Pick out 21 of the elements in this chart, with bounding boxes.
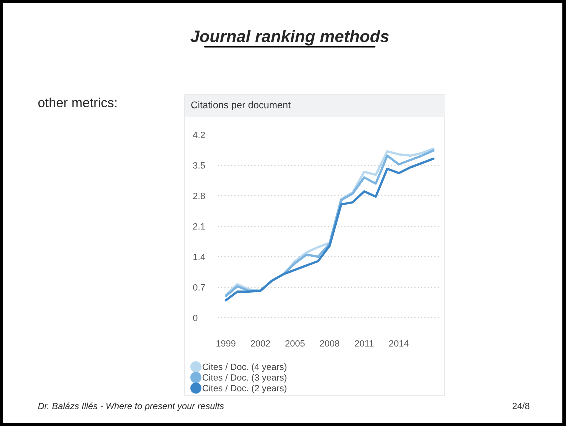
text: other metrics: [38,98,117,108]
x-tick-label: 2002 [251,340,270,347]
legend-label: Cites / Doc. (4 years) [202,364,287,372]
text: Dr. Balázs Illés - Where to present your results [38,402,224,412]
chart-title: Journal ranking methods [190,30,389,46]
chart-subtitle: Citations per document [191,101,291,111]
x-tick-label: 2014 [389,340,409,347]
y-tick-label: 0 [193,314,198,322]
x-tick-label: 2011 [355,340,374,347]
x-tick-label: 2005 [286,340,305,347]
y-tick-label: 2.8 [193,192,206,200]
y-tick-label: 4.2 [193,132,206,138]
x-tick-label: 2008 [320,340,340,347]
legend-label: Cites / Doc. (3 years) [202,374,287,383]
legend-label: Cites / Doc. (2 years) [202,384,287,394]
y-tick-label: 2.1 [193,223,206,230]
y-tick-label: 3.5 [193,162,206,169]
x-tick-label: 1999 [216,340,236,347]
y-tick-label: 0.7 [193,284,206,291]
text: 24/8 [512,402,530,410]
y-tick-label: 1.4 [194,254,206,260]
